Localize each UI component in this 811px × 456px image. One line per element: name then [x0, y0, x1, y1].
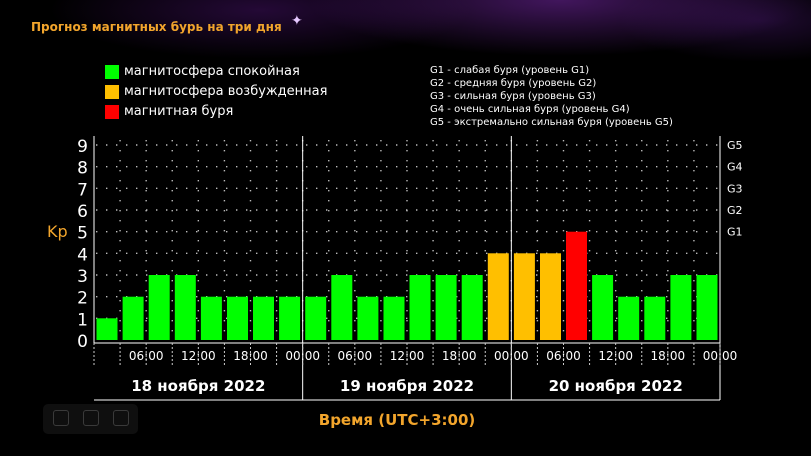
y-tick-label: 2	[77, 289, 88, 309]
x-tick-label: 18:00	[651, 349, 686, 363]
kp-bar	[174, 275, 196, 340]
kp-bar	[357, 296, 379, 340]
bookmark-icon	[53, 410, 69, 426]
g-level-label: G4	[727, 161, 743, 174]
kp-bar	[122, 296, 144, 340]
kp-bar	[253, 296, 274, 340]
kp-bar	[540, 253, 561, 340]
kp-bar	[305, 296, 327, 340]
x-axis-label: Время (UTC+3:00)	[319, 411, 475, 429]
kp-bar	[148, 275, 170, 340]
g-level-label: G2	[727, 204, 743, 217]
legend-swatch-storm	[105, 105, 119, 119]
day-label: 18 ноября 2022	[131, 377, 265, 395]
g-scale-g1: G1 - слабая буря (уровень G1)	[430, 65, 590, 76]
g-scale-g4: G4 - очень сильная буря (уровень G4)	[430, 104, 630, 115]
x-tick-label: 06:00	[129, 349, 164, 363]
kp-bar	[461, 275, 483, 340]
kp-bar	[644, 296, 666, 340]
kp-bar	[227, 296, 248, 340]
y-tick-label: 7	[77, 180, 88, 200]
g-scale-legend: G1 - слабая буря (уровень G1) G2 - средн…	[430, 64, 673, 129]
legend-swatch-calm	[105, 65, 119, 79]
y-tick-label: 9	[77, 137, 88, 157]
kp-bar	[279, 296, 301, 340]
y-tick-label: 4	[77, 245, 88, 265]
g-level-label: G1	[727, 226, 743, 239]
kp-bar	[383, 296, 405, 340]
y-tick-label: 3	[77, 267, 88, 287]
y-tick-label: 1	[77, 310, 88, 330]
kp-bar	[331, 275, 353, 340]
kp-bar	[618, 296, 640, 340]
y-tick-label: 8	[77, 159, 88, 179]
ghost-toolbar	[43, 404, 138, 434]
y-tick-label: 5	[77, 224, 88, 244]
x-tick-label: 00:00	[494, 349, 529, 363]
x-tick-label: 18:00	[233, 349, 268, 363]
x-tick-label: 00:00	[703, 349, 738, 363]
kp-bar	[200, 296, 222, 340]
x-tick-label: 18:00	[442, 349, 477, 363]
g-scale-g2: G2 - средняя буря (уровень G2)	[430, 78, 597, 89]
x-tick-label: 12:00	[598, 349, 633, 363]
day-label: 20 ноября 2022	[549, 377, 683, 395]
legend-label-excited: магнитосфера возбужденная	[124, 84, 328, 99]
kp-bar	[592, 275, 614, 340]
y-tick-label: 6	[77, 202, 88, 222]
kp-bar	[670, 275, 692, 340]
g-scale-g3: G3 - сильная буря (уровень G3)	[430, 91, 596, 102]
x-tick-label: 00:00	[285, 349, 320, 363]
kp-bar	[696, 275, 718, 340]
sparkle-star-icon: ✦	[291, 13, 303, 29]
y-tick-label: 0	[77, 332, 88, 352]
day-label: 19 ноября 2022	[340, 377, 474, 395]
expand-icon	[113, 410, 129, 426]
kp-bar	[513, 253, 535, 340]
camera-icon	[83, 410, 99, 426]
x-tick-label: 06:00	[546, 349, 581, 363]
kp-bar	[96, 318, 118, 340]
kp-bar	[566, 231, 587, 340]
legend-label-calm: магнитосфера спокойная	[124, 64, 300, 79]
y-axis-label: Kp	[47, 222, 68, 241]
g-level-label: G3	[727, 182, 743, 195]
x-tick-label: 12:00	[181, 349, 216, 363]
x-tick-label: 12:00	[390, 349, 425, 363]
kp-bar	[435, 275, 457, 340]
x-tick-label: 06:00	[338, 349, 373, 363]
kp-bar	[409, 275, 431, 340]
legend-swatch-excited	[105, 85, 119, 99]
kp-bar	[487, 253, 509, 340]
g-level-label: G5	[727, 139, 743, 152]
legend-label-storm: магнитная буря	[124, 104, 234, 119]
page-title: Прогноз магнитных бурь на три дня	[31, 20, 282, 34]
g-scale-g5: G5 - экстремально сильная буря (уровень …	[430, 117, 673, 128]
